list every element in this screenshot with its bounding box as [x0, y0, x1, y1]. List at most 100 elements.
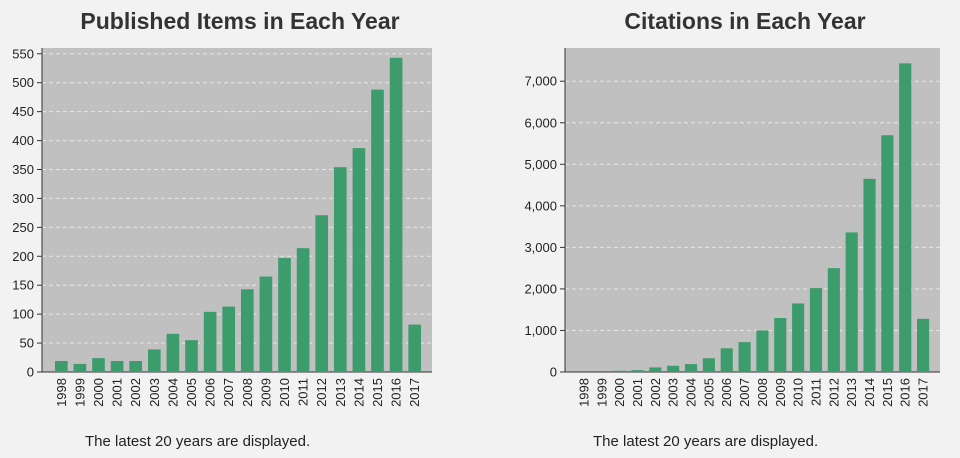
x-tick-label: 2006	[719, 378, 734, 407]
y-tick-label: 6,000	[524, 115, 557, 130]
x-tick-label: 2013	[844, 378, 859, 407]
x-tick-label: 2000	[91, 378, 106, 407]
bar	[738, 342, 751, 372]
y-tick-label: 150	[12, 278, 34, 293]
y-tick-label: 550	[12, 46, 34, 61]
bar	[110, 361, 124, 372]
chart-title: Citations in Each Year	[624, 8, 866, 34]
x-tick-label: 2016	[389, 378, 404, 407]
bar	[278, 258, 291, 372]
bar	[352, 148, 366, 372]
bar	[863, 178, 876, 372]
y-tick-label: 400	[12, 133, 34, 148]
x-tick-label: 2001	[110, 378, 125, 407]
x-tick-label: 2007	[221, 378, 236, 407]
bar	[54, 361, 68, 372]
bar	[222, 306, 236, 372]
y-tick-label: 200	[12, 249, 34, 264]
x-tick-label: 2001	[630, 378, 645, 407]
x-tick-label: 2012	[826, 378, 841, 407]
bar	[315, 215, 329, 372]
y-tick-label: 5,000	[524, 157, 557, 172]
chart-title: Published Items in Each Year	[80, 8, 400, 34]
bar	[827, 268, 840, 372]
bar	[613, 370, 626, 372]
x-tick-label: 2008	[755, 378, 770, 407]
y-tick-label: 2,000	[524, 281, 557, 296]
x-tick-label: 2005	[701, 378, 716, 407]
x-tick-label: 2000	[612, 378, 627, 407]
bar	[259, 276, 273, 372]
bar	[631, 370, 644, 372]
bar	[720, 348, 733, 372]
x-tick-label: 2007	[737, 378, 752, 407]
x-tick-label: 2013	[333, 378, 348, 407]
x-tick-label: 2012	[314, 378, 329, 407]
bar	[371, 89, 384, 373]
x-tick-label: 2017	[916, 378, 931, 407]
x-tick-label: 2014	[351, 378, 366, 407]
y-tick-label: 100	[12, 307, 34, 322]
bar	[702, 358, 715, 372]
bar	[296, 248, 310, 372]
x-tick-label: 2011	[296, 378, 311, 406]
y-tick-label: 1,000	[524, 323, 557, 338]
x-tick-label: 2015	[370, 378, 385, 407]
bar	[166, 333, 180, 372]
bar	[147, 349, 161, 372]
bar	[408, 324, 422, 372]
x-tick-label: 2004	[165, 378, 180, 407]
x-tick-label: 2004	[684, 378, 699, 407]
x-tick-label: 1998	[576, 378, 591, 407]
plot-area	[565, 48, 940, 372]
bar	[809, 288, 823, 372]
bar	[792, 303, 805, 372]
x-tick-label: 2002	[648, 378, 663, 407]
x-tick-label: 2009	[258, 378, 273, 407]
bar	[92, 358, 105, 372]
bar	[667, 365, 680, 372]
x-tick-label: 1998	[54, 378, 69, 407]
x-tick-label: 2010	[791, 378, 806, 407]
published-items-chart: 0 50 100 150 200 250 300 350 400 450 500 550 1998 199…	[12, 46, 432, 407]
y-tick-label: 4,000	[524, 198, 557, 213]
y-tick-label: 350	[12, 162, 34, 177]
x-tick-label: 1999	[72, 378, 87, 407]
x-tick-label: 2014	[862, 378, 877, 407]
y-tick-label: 300	[12, 191, 34, 206]
x-tick-label: 2003	[666, 378, 681, 407]
bar	[845, 232, 858, 372]
x-tick-label: 2005	[184, 378, 199, 407]
x-tick-label: 2010	[277, 378, 292, 407]
y-tick-label: 3,000	[524, 240, 557, 255]
y-tick-label: 500	[12, 75, 34, 90]
x-tick-label: 2016	[898, 378, 913, 407]
chart-caption: The latest 20 years are displayed.	[593, 433, 819, 450]
y-tick-label: 250	[12, 220, 34, 235]
bar	[649, 367, 662, 372]
bar	[129, 361, 143, 372]
citations-panel: Citations in Each Year 0 1,000 2,000 3,000 4…	[480, 0, 960, 458]
bar	[684, 364, 698, 372]
x-tick-label: 2008	[240, 378, 255, 407]
chart-caption: The latest 20 years are displayed.	[85, 433, 311, 450]
bar	[917, 318, 930, 372]
x-tick-label: 1999	[594, 378, 609, 407]
bar	[73, 363, 87, 372]
bar	[203, 311, 217, 372]
x-tick-label: 2003	[147, 378, 162, 407]
bar	[389, 57, 403, 372]
y-tick-label: 450	[12, 104, 34, 119]
x-tick-label: 2015	[880, 378, 895, 407]
bar	[333, 167, 347, 372]
y-tick-label: 0	[27, 365, 34, 380]
bar	[185, 340, 198, 372]
x-tick-label: 2009	[773, 378, 788, 407]
y-tick-label: 50	[20, 336, 34, 351]
plot-area	[42, 48, 432, 372]
x-tick-label: 2011	[808, 378, 823, 406]
bar	[774, 318, 787, 372]
x-tick-label: 2017	[407, 378, 422, 407]
bar	[240, 289, 254, 372]
x-tick-label: 2006	[203, 378, 218, 407]
